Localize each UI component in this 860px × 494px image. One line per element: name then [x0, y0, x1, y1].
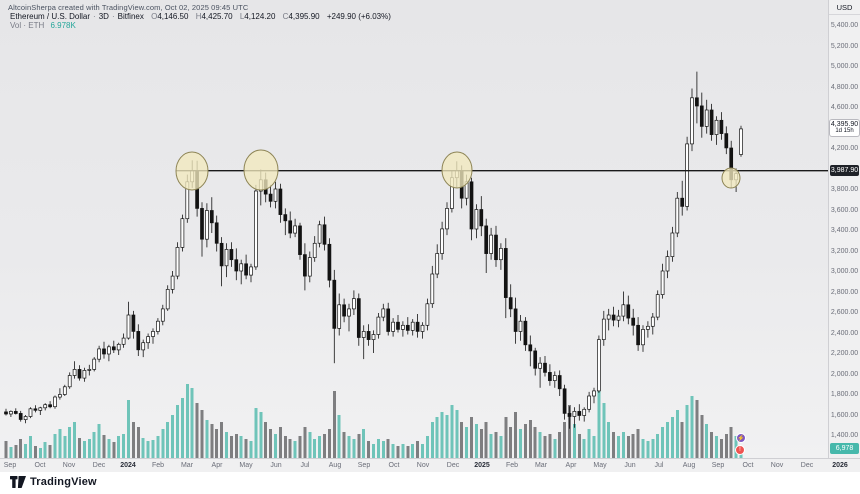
time-axis-label: Jul — [654, 462, 664, 469]
symbol-title[interactable]: Ethereum / U.S. Dollar — [10, 12, 91, 21]
time-axis-label: Aug — [682, 462, 696, 469]
price-axis-label: 4,800.00 — [830, 84, 859, 91]
time-axis-label: Jul — [300, 462, 310, 469]
time-axis-label: Feb — [151, 462, 165, 469]
open-value: 4,146.50 — [157, 12, 189, 21]
price-axis-label: 2,400.00 — [830, 330, 859, 337]
close-label: C — [282, 12, 289, 21]
exchange-label: Bitfinex — [117, 12, 144, 21]
low-label: L — [239, 12, 245, 21]
time-axis[interactable]: Sep Oct Nov Dec 2024 Feb Mar Apr May Jun Jul Aug Sep… — [0, 458, 860, 472]
symbol-legend: Ethereum / U.S. Dollar · 3D · Bitfinex O4,14… — [10, 12, 391, 21]
time-axis-label: Dec — [446, 462, 460, 469]
time-axis-label: Apr — [211, 462, 223, 469]
price-axis-label: 3,600.00 — [830, 207, 859, 214]
candlestick-chart[interactable] — [0, 0, 828, 458]
alert-event-icon[interactable]: ! — [735, 445, 745, 455]
low-value: 4,124.20 — [244, 12, 276, 21]
price-axis-label: 5,200.00 — [830, 43, 859, 50]
time-axis-label: Oct — [34, 462, 46, 469]
price-axis-label: 3,200.00 — [830, 248, 859, 255]
time-axis-label: Nov — [416, 462, 430, 469]
time-axis-label: Sep — [357, 462, 371, 469]
price-axis-label: 1,800.00 — [830, 391, 859, 398]
time-axis-label: Oct — [388, 462, 400, 469]
current-price-value: 4,395.90 — [830, 121, 859, 128]
price-axis-label: 3,000.00 — [830, 268, 859, 275]
price-axis-label: 4,600.00 — [830, 104, 859, 111]
time-axis-label: Nov — [62, 462, 76, 469]
close-value: 4,395.90 — [288, 12, 320, 21]
bar-countdown: 1d 15h — [835, 128, 854, 134]
interval-label[interactable]: 3D — [98, 12, 109, 21]
price-axis-label: 2,200.00 — [830, 350, 859, 357]
open-label: O — [151, 12, 158, 21]
price-axis-label: 5,000.00 — [830, 63, 859, 70]
time-axis-label: Oct — [742, 462, 754, 469]
volume-label: Vol · ETH — [10, 21, 45, 30]
time-axis-label: Dec — [92, 462, 106, 469]
price-axis-label: 3,400.00 — [830, 227, 859, 234]
time-axis-label: 2026 — [832, 462, 848, 469]
time-axis-label: Feb — [505, 462, 519, 469]
attribution-text: AltcoinSherpa created with TradingView.c… — [8, 3, 249, 12]
time-axis-label: Dec — [800, 462, 814, 469]
price-axis-label: 2,600.00 — [830, 309, 859, 316]
price-axis-label: 5,400.00 — [830, 22, 859, 29]
price-axis-label: 2,000.00 — [830, 371, 859, 378]
time-axis-label: May — [239, 462, 253, 469]
time-axis-label: 2025 — [474, 462, 490, 469]
high-label: H — [195, 12, 202, 21]
time-axis-label: Aug — [328, 462, 342, 469]
time-axis-label: Jun — [624, 462, 636, 469]
time-axis-label: Mar — [180, 462, 194, 469]
time-axis-label: Nov — [770, 462, 784, 469]
change-value: +249.90 (+6.03%) — [326, 12, 391, 21]
volume-axis-badge: 6,978 — [830, 443, 859, 454]
price-axis-label: 3,800.00 — [830, 186, 859, 193]
ray-price-badge: 3,987.90 — [830, 165, 859, 176]
time-axis-label: Mar — [534, 462, 548, 469]
price-axis-label: 2,800.00 — [830, 289, 859, 296]
time-axis-label: Jun — [270, 462, 282, 469]
tradingview-logo[interactable]: TradingView — [10, 476, 97, 488]
time-axis-label: Apr — [565, 462, 577, 469]
chart-canvas[interactable] — [0, 0, 828, 458]
lightning-event-icon[interactable]: ⚡ — [736, 433, 746, 443]
price-axis-label: 1,600.00 — [830, 412, 859, 419]
currency-toggle[interactable]: USD — [829, 0, 860, 15]
high-value: 4,425.70 — [201, 12, 233, 21]
time-axis-label: Sep — [3, 462, 17, 469]
price-axis-label: 1,400.00 — [830, 432, 859, 439]
price-axis-label: 4,200.00 — [830, 145, 859, 152]
volume-legend: Vol · ETH 6.978K — [10, 21, 76, 30]
current-price-badge: 4,395.90 1d 15h — [830, 120, 859, 136]
time-axis-label: Sep — [711, 462, 725, 469]
tradingview-logo-icon — [10, 476, 26, 488]
volume-value: 6.978K — [50, 21, 76, 30]
time-axis-label: 2024 — [120, 462, 136, 469]
price-axis[interactable]: USD 5,400.00 5,200.00 5,000.00 4,800.00 4,60… — [828, 0, 860, 458]
footer-bar: TradingView — [0, 472, 860, 494]
time-axis-label: May — [593, 462, 607, 469]
tradingview-logo-text: TradingView — [30, 476, 97, 488]
